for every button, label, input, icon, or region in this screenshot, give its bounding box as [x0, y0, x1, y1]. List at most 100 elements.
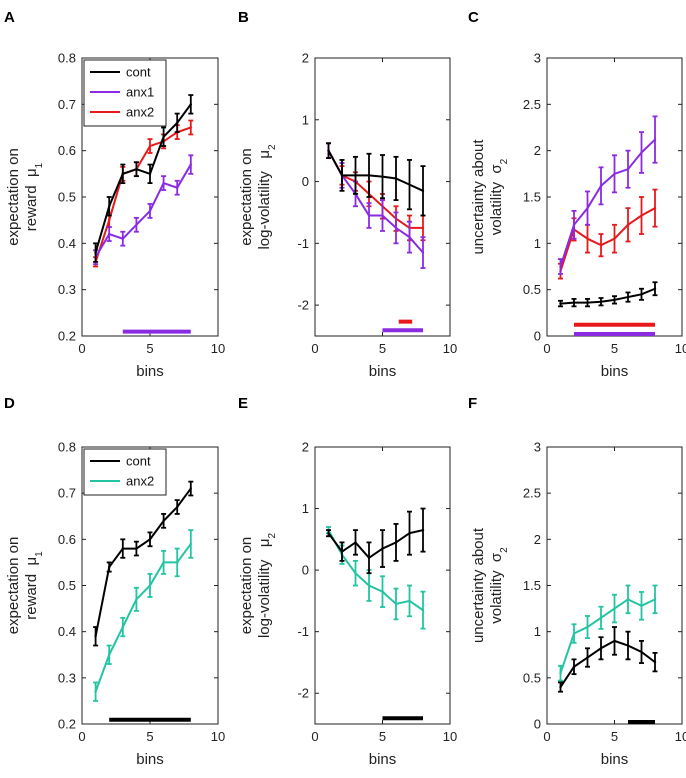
- y-axis-label-line1: expectation on: [5, 148, 22, 246]
- y-tick-label: 0.7: [58, 97, 76, 112]
- y-tick-label: -2: [297, 686, 309, 701]
- y-tick-label: 1: [534, 624, 541, 639]
- y-axis-label-main: volatility σ: [488, 552, 505, 624]
- y-tick-label: 0: [534, 717, 541, 732]
- series-anx1: [558, 115, 658, 275]
- data-point: [108, 232, 111, 236]
- x-tick-label: 0: [78, 341, 85, 356]
- x-tick-label: 5: [379, 341, 386, 356]
- series-line-anx1: [559, 138, 656, 267]
- y-tick-label: 0.8: [58, 51, 76, 66]
- data-point: [421, 528, 425, 532]
- panel-label: D: [4, 395, 15, 412]
- y-tick-label: 0.4: [58, 624, 76, 639]
- x-tick-label: 10: [443, 729, 457, 744]
- data-point: [327, 531, 330, 535]
- panel-c: C 0 5 10 0 0.5 1 1.5 2 2.5 3 bins uncertainty about v…: [468, 9, 686, 380]
- series-anx2: [93, 529, 194, 702]
- x-tick-label: 10: [675, 341, 686, 356]
- data-point: [408, 235, 411, 239]
- data-point: [599, 647, 603, 650]
- data-point: [653, 206, 657, 210]
- y-tick-label: 0.6: [58, 143, 76, 158]
- data-point: [613, 607, 616, 610]
- data-point: [640, 604, 643, 608]
- data-point: [559, 672, 562, 675]
- data-point: [148, 538, 152, 541]
- series-cont: [558, 281, 658, 308]
- x-axis-label: bins: [136, 751, 164, 768]
- y-tick-label: -1: [297, 236, 309, 251]
- data-point: [408, 531, 411, 535]
- data-point: [176, 121, 179, 125]
- data-point: [381, 590, 384, 593]
- series-line-anx2: [327, 150, 423, 229]
- data-point: [559, 302, 562, 305]
- y-tick-label: 0.2: [58, 717, 76, 732]
- data-point: [135, 547, 138, 550]
- data-point: [367, 584, 371, 587]
- data-point: [653, 660, 657, 664]
- data-point: [394, 602, 398, 606]
- y-axis-label-main: volatility σ: [488, 164, 505, 236]
- data-point: [340, 174, 344, 177]
- data-point: [94, 635, 97, 638]
- x-axis-label: bins: [369, 751, 397, 768]
- x-tick-label: 10: [675, 729, 686, 744]
- y-tick-label: 0.5: [58, 190, 76, 205]
- data-point: [394, 541, 398, 544]
- data-point: [367, 556, 371, 559]
- data-point: [135, 598, 138, 601]
- y-axis-label-line2: reward μ1: [23, 162, 45, 231]
- data-point: [121, 625, 125, 629]
- panel-label: A: [4, 9, 15, 26]
- series-line-anx2: [94, 543, 192, 693]
- x-tick-label: 5: [379, 729, 386, 744]
- data-point: [572, 632, 576, 635]
- y-tick-label: 2: [302, 440, 309, 455]
- data-point: [572, 301, 576, 304]
- series-line-cont: [327, 529, 424, 560]
- data-point: [626, 168, 630, 171]
- data-point: [176, 561, 179, 564]
- x-tick-label: 0: [78, 729, 85, 744]
- y-axis-label-line2: log-volatility μ2: [256, 533, 278, 639]
- legend-label: anx2: [126, 105, 154, 120]
- series-line-anx1: [327, 150, 424, 254]
- axes-frame: [546, 446, 683, 725]
- data-point: [626, 223, 630, 226]
- data-point: [381, 547, 384, 550]
- data-point: [367, 214, 371, 217]
- y-axis-label-main: log-volatility μ: [256, 150, 273, 250]
- data-point: [162, 181, 165, 185]
- series-cont: [326, 142, 426, 217]
- y-axis-label-main: reward μ: [23, 168, 40, 231]
- y-axis-label-main: log-volatility μ: [256, 539, 273, 639]
- data-point: [148, 584, 152, 587]
- data-point: [189, 542, 192, 546]
- y-tick-label: -2: [297, 298, 309, 313]
- panel-a: A 0 5 10 0.2 0.3 0.4 0.5 0.6 0.7 0.8 bins expectatio…: [4, 9, 225, 380]
- data-point: [162, 519, 165, 523]
- data-point: [613, 237, 616, 240]
- series-line-anx1: [94, 164, 192, 258]
- data-point: [121, 547, 125, 550]
- data-point: [135, 168, 138, 171]
- y-tick-label: 1.5: [523, 578, 541, 593]
- y-tick-label: 0: [302, 174, 309, 189]
- x-axis-label: bins: [369, 363, 397, 380]
- series-cont: [326, 507, 426, 575]
- series-cont: [93, 480, 194, 647]
- y-tick-label: 1: [302, 501, 309, 516]
- data-point: [121, 172, 125, 176]
- data-point: [121, 237, 125, 240]
- data-point: [613, 639, 616, 643]
- data-point: [381, 175, 384, 178]
- data-point: [394, 226, 398, 230]
- y-tick-label: 3: [534, 440, 541, 455]
- data-point: [148, 144, 152, 148]
- data-point: [176, 505, 179, 509]
- data-point: [421, 189, 425, 193]
- y-axis-label-line1: expectation on: [238, 148, 255, 246]
- data-point: [340, 550, 344, 553]
